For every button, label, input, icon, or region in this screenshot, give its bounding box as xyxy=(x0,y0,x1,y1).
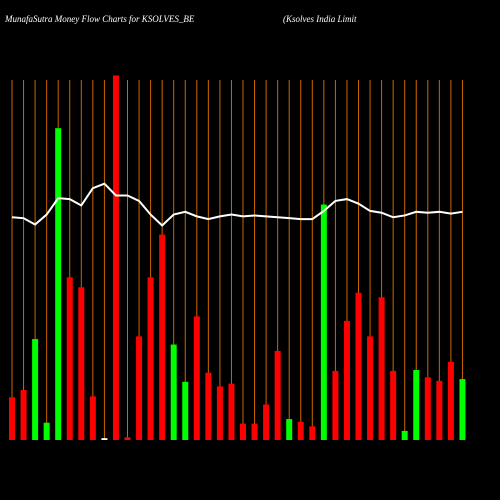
bar xyxy=(447,361,454,440)
bar xyxy=(436,380,443,440)
bar xyxy=(343,320,350,440)
chart-subtitle: (Ksolves India Limit xyxy=(283,14,357,24)
bar xyxy=(401,430,408,440)
bar xyxy=(390,370,397,440)
chart-title: MunafaSutra Money Flow Charts for KSOLVE… xyxy=(4,14,195,24)
bar xyxy=(170,344,177,440)
bar xyxy=(263,404,270,440)
bar xyxy=(136,336,143,440)
bar xyxy=(240,423,246,440)
bar xyxy=(55,128,62,440)
bar xyxy=(32,339,39,440)
bar xyxy=(413,370,420,440)
bar xyxy=(286,419,293,440)
bar xyxy=(367,336,374,440)
bar xyxy=(89,396,96,440)
bar xyxy=(112,75,119,441)
bar xyxy=(251,423,258,440)
bar xyxy=(205,372,212,440)
bar xyxy=(43,422,50,440)
bar xyxy=(78,287,85,440)
bar xyxy=(193,316,200,440)
bar xyxy=(182,381,189,440)
bar xyxy=(9,397,15,440)
bar xyxy=(459,379,466,440)
money-flow-line xyxy=(11,182,463,227)
bar xyxy=(320,204,327,440)
bar xyxy=(332,370,339,440)
bar xyxy=(20,390,27,440)
bar xyxy=(216,386,223,440)
bar xyxy=(101,438,108,440)
bar xyxy=(147,277,154,440)
bar xyxy=(124,437,131,440)
bar xyxy=(66,277,73,440)
bar xyxy=(274,350,281,440)
bar xyxy=(424,377,431,440)
bar xyxy=(309,426,316,440)
bar xyxy=(378,297,385,440)
bar xyxy=(228,383,235,440)
bar xyxy=(297,421,304,440)
bar xyxy=(159,234,166,440)
bar xyxy=(355,292,362,440)
